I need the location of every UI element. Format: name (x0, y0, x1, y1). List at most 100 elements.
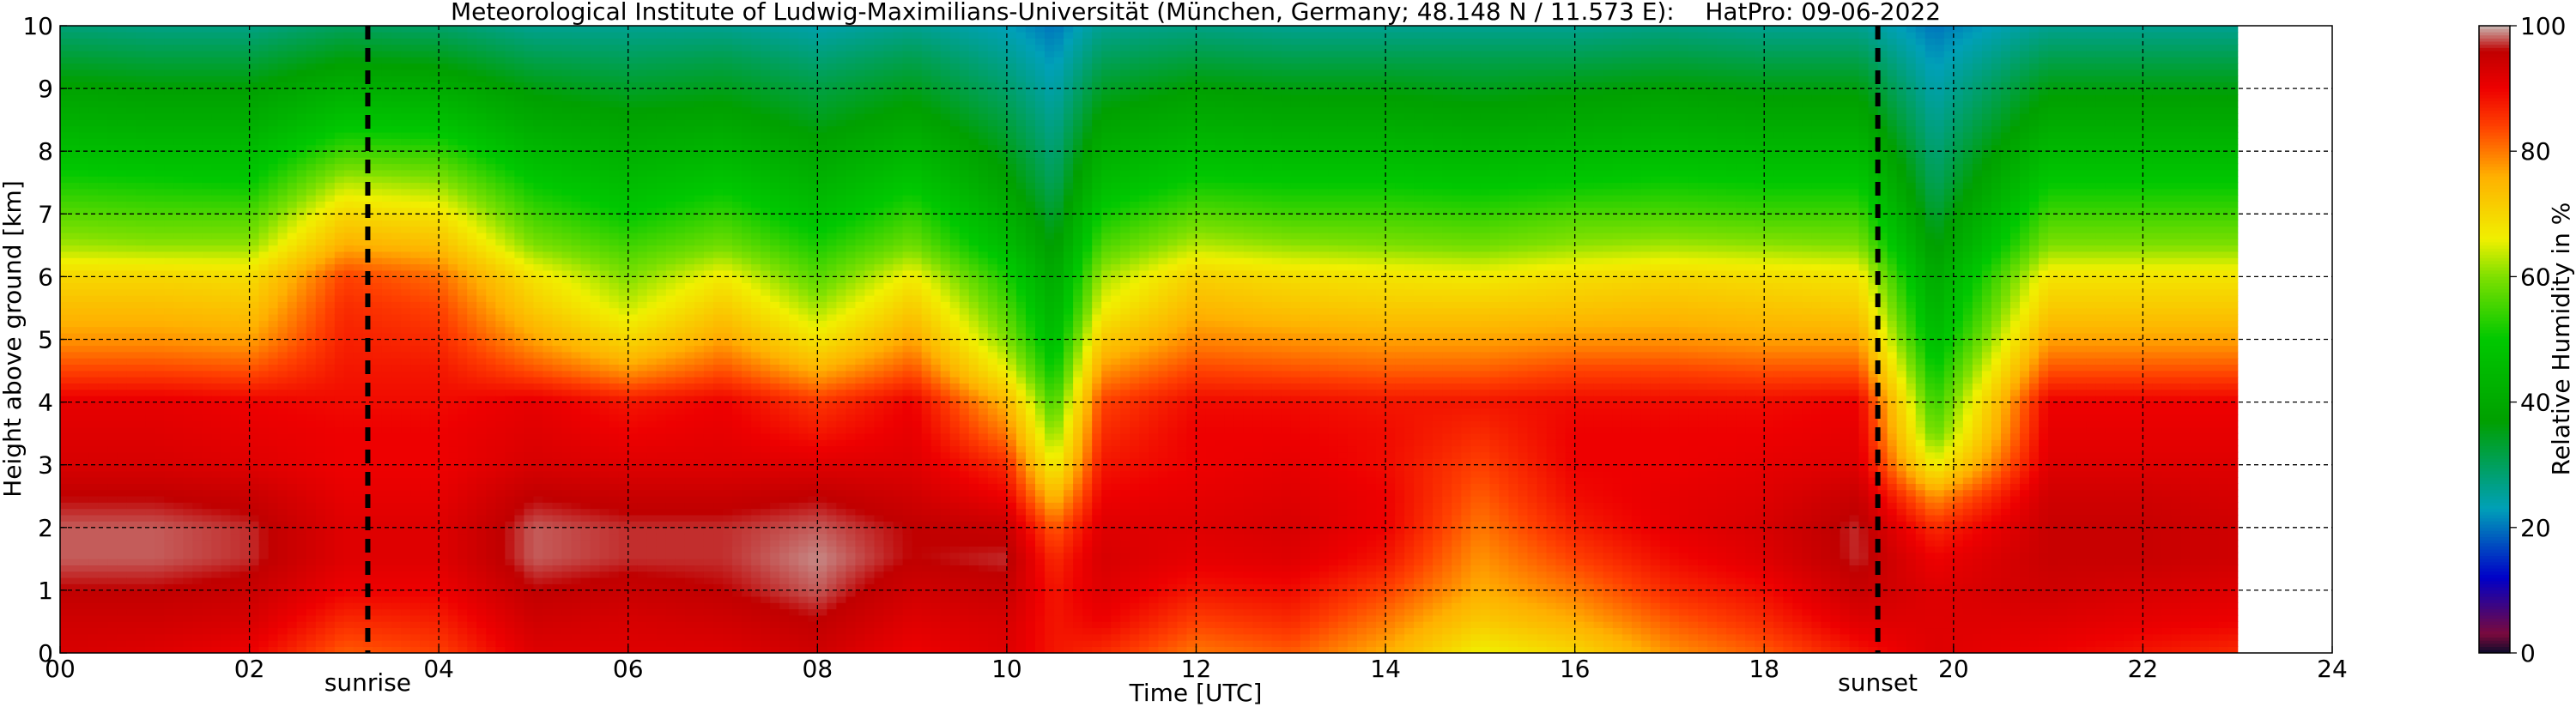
heatmap-cell (164, 377, 174, 384)
heatmap-cell (288, 26, 298, 33)
heatmap-cell (107, 227, 118, 233)
heatmap-cell (79, 257, 89, 264)
heatmap-cell (126, 132, 136, 139)
heatmap-cell (373, 414, 383, 421)
heatmap-cell (335, 640, 345, 647)
heatmap-cell (297, 327, 307, 334)
heatmap-cell (335, 371, 345, 378)
heatmap-cell (136, 371, 146, 378)
heatmap-cell (354, 314, 364, 321)
heatmap-cell (335, 270, 345, 277)
heatmap-cell (79, 320, 89, 327)
heatmap-cell (173, 590, 184, 597)
heatmap-cell (70, 333, 80, 340)
heatmap-cell (259, 433, 270, 440)
heatmap-cell (98, 477, 108, 484)
heatmap-cell (173, 477, 184, 484)
heatmap-cell (306, 282, 317, 289)
heatmap-cell (192, 195, 203, 202)
heatmap-cell (155, 263, 165, 270)
heatmap-cell (88, 276, 99, 283)
heatmap-cell (373, 138, 383, 145)
heatmap-cell (259, 490, 270, 497)
heatmap-cell (278, 477, 288, 484)
heatmap-cell (410, 76, 421, 82)
heatmap-cell (448, 195, 458, 202)
heatmap-cell (325, 346, 336, 353)
heatmap-cell (401, 471, 411, 478)
heatmap-cell (448, 157, 458, 164)
heatmap-cell (288, 233, 298, 239)
heatmap-cell (429, 257, 439, 264)
heatmap-cell (439, 565, 449, 571)
heatmap-cell (88, 390, 99, 396)
heatmap-cell (391, 590, 402, 597)
heatmap-cell (524, 509, 534, 516)
heatmap-cell (344, 546, 355, 553)
heatmap-cell (250, 126, 260, 133)
heatmap-cell (60, 445, 70, 452)
heatmap-cell (60, 521, 70, 528)
heatmap-cell (60, 57, 70, 63)
heatmap-cell (117, 590, 127, 597)
heatmap-cell (211, 553, 221, 559)
heatmap-cell (420, 82, 430, 88)
heatmap-cell (164, 227, 174, 233)
heatmap-cell (288, 553, 298, 559)
heatmap-cell (288, 509, 298, 516)
heatmap-cell (514, 220, 524, 227)
heatmap-cell (288, 107, 298, 114)
heatmap-cell (155, 377, 165, 384)
heatmap-cell (344, 51, 355, 57)
heatmap-cell (335, 227, 345, 233)
heatmap-cell (505, 26, 515, 33)
heatmap-cell (231, 176, 241, 183)
heatmap-cell (211, 32, 221, 39)
heatmap-cell (278, 590, 288, 597)
heatmap-cell (401, 63, 411, 70)
heatmap-cell (458, 427, 468, 434)
heatmap-cell (107, 239, 118, 245)
heatmap-cell (126, 38, 136, 45)
heatmap-cell (297, 45, 307, 51)
heatmap-cell (202, 138, 212, 145)
heatmap-cell (192, 609, 203, 616)
heatmap-cell (467, 333, 477, 340)
heatmap-cell (467, 515, 477, 522)
heatmap-cell (183, 151, 193, 158)
heatmap-cell (231, 182, 241, 189)
heatmap-cell (107, 408, 118, 415)
heatmap-cell (476, 138, 487, 145)
heatmap-cell (316, 270, 326, 277)
heatmap-cell (231, 126, 241, 133)
heatmap-cell (60, 515, 70, 522)
heatmap-cell (202, 132, 212, 139)
heatmap-cell (155, 602, 165, 609)
heatmap-cell (495, 333, 506, 340)
heatmap-cell (495, 38, 506, 45)
heatmap-cell (373, 270, 383, 277)
heatmap-cell (486, 45, 496, 51)
heatmap-cell (373, 100, 383, 107)
heatmap-cell (259, 546, 270, 553)
heatmap-cell (439, 590, 449, 597)
heatmap-cell (250, 201, 260, 208)
heatmap-cell (391, 414, 402, 421)
heatmap-cell (344, 263, 355, 270)
heatmap-cell (211, 609, 221, 616)
heatmap-cell (231, 496, 241, 503)
heatmap-cell (439, 646, 449, 653)
heatmap-cell (429, 452, 439, 459)
heatmap-cell (524, 113, 534, 120)
heatmap-cell (136, 82, 146, 88)
heatmap-cell (429, 32, 439, 39)
heatmap-cell (98, 371, 108, 378)
heatmap-cell (202, 119, 212, 126)
heatmap-cell (325, 377, 336, 384)
heatmap-cell (524, 596, 534, 603)
heatmap-cell (391, 420, 402, 427)
heatmap-cell (306, 609, 317, 616)
heatmap-cell (126, 189, 136, 196)
heatmap-cell (202, 439, 212, 446)
heatmap-cell (439, 214, 449, 221)
